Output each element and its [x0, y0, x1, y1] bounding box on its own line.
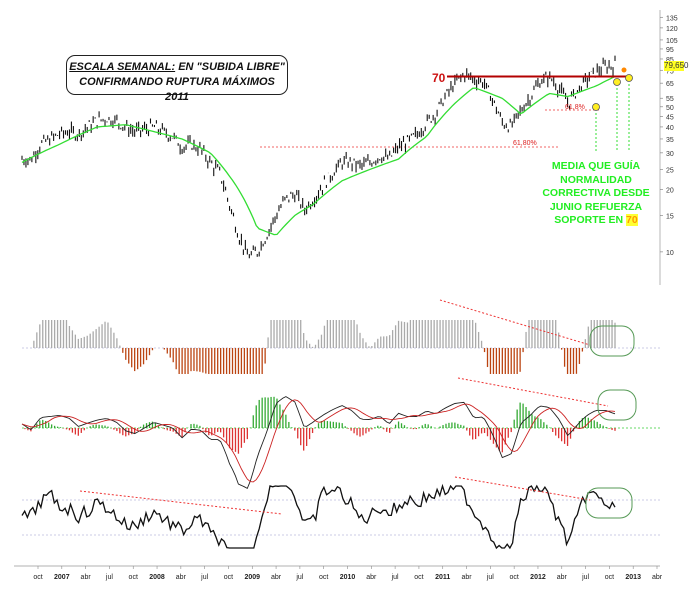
indicator-macd [21, 377, 660, 490]
price-tick-label: 105 [666, 38, 678, 45]
annotation-line2: CONFIRMANDO RUPTURA MÁXIMOS 2011 [79, 76, 275, 103]
macd-highlight-box [597, 389, 637, 421]
osc-trendline-1 [79, 490, 283, 515]
price-tick-label: 135 [666, 15, 678, 22]
fib-label-1: 61,8% [565, 104, 585, 111]
x-tick-label: jul [391, 574, 399, 581]
x-tick-label: 2010 [340, 574, 356, 581]
price-tick-label: 45 [666, 114, 674, 121]
last-price-tag: 79,650 [664, 61, 689, 71]
x-tick-label: 2007 [54, 574, 70, 581]
x-tick-label: abr [366, 574, 377, 581]
indicator-oscillator [21, 476, 660, 550]
support-marker [592, 103, 600, 111]
x-tick-label: 2008 [149, 574, 165, 581]
osc-line [21, 483, 616, 550]
annotation-line1-underlined: ESCALA SEMANAL: [69, 61, 176, 73]
price-axis: 135 120 105 95 85 75 65 55 50 45 40 35 30 25 20 15 10 [659, 10, 678, 285]
x-tick-label: 2012 [530, 574, 546, 581]
price-tick-label: 20 [666, 187, 674, 194]
x-tick-label: oct [33, 574, 42, 581]
fib-label-2: 61,80% [513, 140, 537, 147]
x-tick-label: oct [509, 574, 518, 581]
x-tick-label: jul [200, 574, 208, 581]
x-tick-label: jul [486, 574, 494, 581]
support-marker [625, 74, 633, 82]
price-tick-label: 65 [666, 81, 674, 88]
price-tick-label: 85 [666, 57, 674, 64]
price-tick-label: 15 [666, 213, 674, 220]
x-tick-label: abr [652, 574, 663, 581]
macd-line [21, 396, 616, 490]
price-tick-label: 120 [666, 26, 678, 33]
resistance-label: 70 [432, 71, 446, 85]
green-annotation-text: MEDIA QUE GUÍA NORMALIDAD CORRECTIVA DES… [542, 160, 650, 226]
green-annotation: MEDIA QUE GUÍA NORMALIDAD CORRECTIVA DES… [541, 160, 651, 228]
x-tick-label: abr [461, 574, 472, 581]
x-tick-label: jul [581, 574, 589, 581]
price-tick-label: 35 [666, 137, 674, 144]
hist-highlight-box [589, 325, 635, 357]
osc-trendline-2 [454, 476, 591, 501]
ma-line [21, 75, 616, 236]
hist-trendline [439, 299, 591, 346]
price-bars [21, 55, 616, 259]
x-tick-label: oct [605, 574, 614, 581]
x-tick-label: oct [224, 574, 233, 581]
fibonacci-lines [260, 109, 600, 148]
support-markers [592, 67, 633, 152]
support-marker [613, 78, 621, 86]
x-tick-label: abr [271, 574, 282, 581]
x-tick-label: jul [295, 574, 303, 581]
price-tick-label: 50 [666, 105, 674, 112]
price-tick-label: 55 [666, 96, 674, 103]
price-tick-label: 10 [666, 250, 674, 257]
x-tick-label: 2011 [435, 574, 450, 581]
price-tick-label: 40 [666, 125, 674, 132]
x-tick-label: oct [129, 574, 138, 581]
x-tick-label: 2013 [625, 574, 641, 581]
annotation-box: ESCALA SEMANAL: EN "SUBIDA LIBRE" CONFIR… [66, 55, 288, 103]
x-tick-label: abr [557, 574, 568, 581]
price-tick-label: 30 [666, 151, 674, 158]
x-tick-label: oct [319, 574, 328, 581]
x-axis: oct 2007 abr jul oct 2008 abr jul oct 2009 abr jul o… [14, 565, 663, 581]
macd-trendline [457, 377, 609, 407]
x-tick-label: abr [81, 574, 92, 581]
moving-average [21, 75, 616, 236]
last-price-dot [621, 67, 627, 73]
green-annotation-highlight: 70 [626, 214, 638, 226]
price-tick-label: 25 [666, 167, 674, 174]
osc-highlight-box [585, 487, 633, 519]
annotation-line1-rest: EN "SUBIDA LIBRE" [175, 61, 285, 73]
macd-signal-line [21, 399, 616, 483]
indicator-histogram [22, 299, 660, 374]
x-tick-label: abr [176, 574, 187, 581]
x-tick-label: oct [414, 574, 423, 581]
price-tick-label: 75 [666, 68, 674, 75]
x-tick-label: jul [105, 574, 113, 581]
x-tick-label: 2009 [244, 574, 260, 581]
price-tick-label: 95 [666, 47, 674, 54]
